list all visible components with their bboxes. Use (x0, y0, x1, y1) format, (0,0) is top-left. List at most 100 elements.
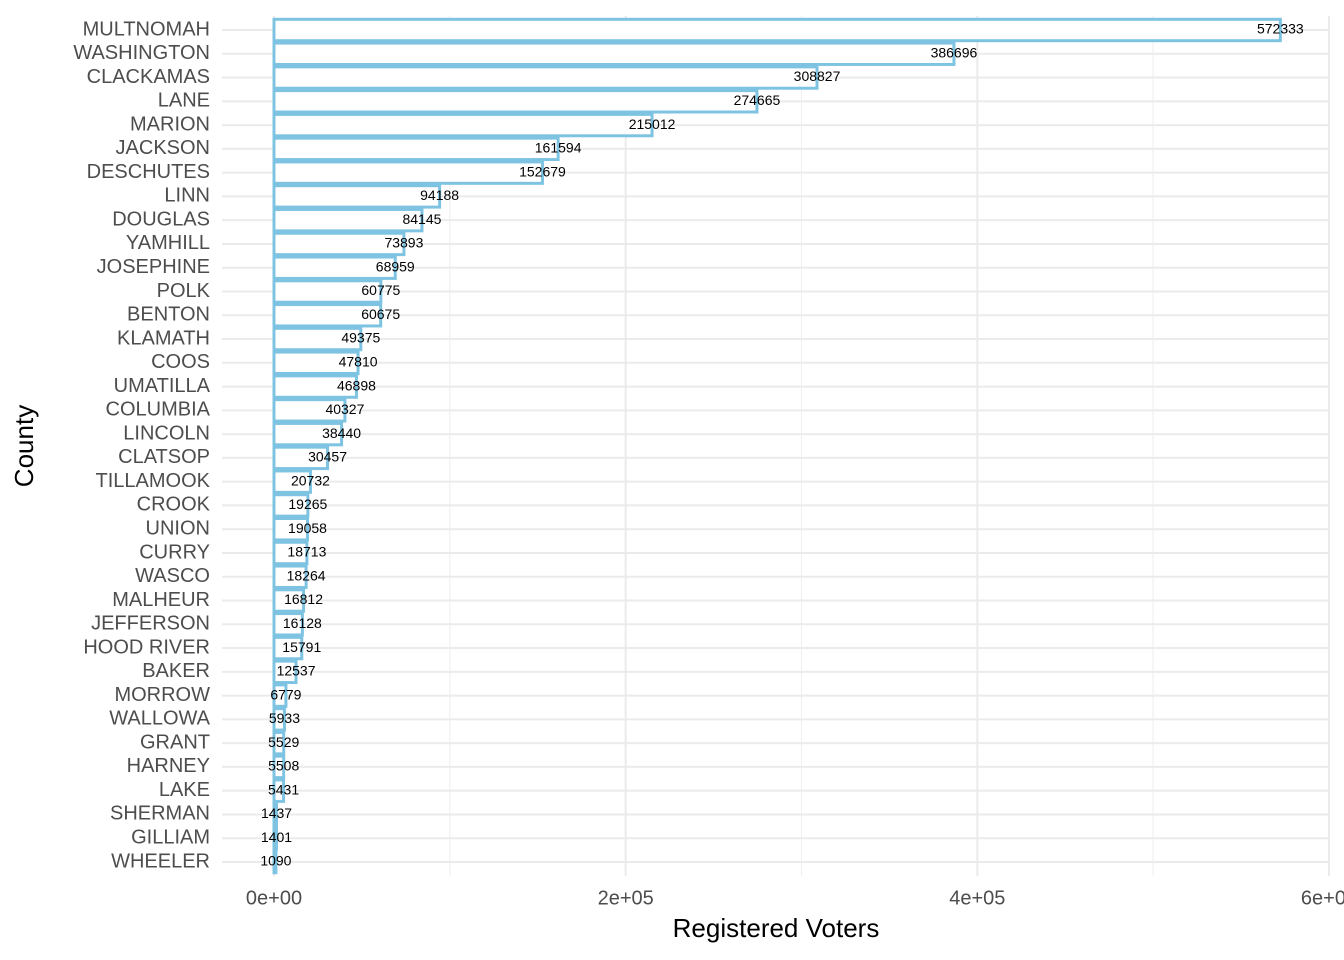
value-label: 60675 (361, 306, 400, 322)
value-label: 46898 (337, 377, 376, 393)
x-tick-label: 4e+05 (949, 887, 1005, 909)
value-label: 161594 (535, 140, 582, 156)
value-label: 1401 (261, 829, 292, 845)
value-label: 6779 (270, 686, 301, 702)
value-label: 308827 (794, 68, 841, 84)
bar (272, 517, 310, 542)
bar (272, 659, 298, 685)
y-tick-label: UMATILLA (114, 375, 211, 397)
value-label: 16128 (283, 615, 322, 631)
y-tick-label: DESCHUTES (87, 161, 210, 183)
value-label: 152679 (519, 163, 566, 179)
x-tick-label: 0e+00 (246, 887, 302, 909)
y-tick-label: COLUMBIA (106, 399, 211, 421)
bar (272, 588, 306, 613)
bar (272, 754, 286, 780)
value-label: 16812 (284, 591, 323, 607)
bar (272, 564, 308, 589)
y-tick-label: BENTON (127, 304, 210, 326)
bar (272, 398, 347, 423)
bar (272, 303, 383, 328)
bar (272, 540, 309, 566)
y-tick-label: LAKE (159, 779, 210, 801)
bar (272, 374, 358, 399)
y-tick-label: MULTNOMAH (83, 18, 210, 40)
y-tick-label: MARION (130, 113, 210, 135)
y-tick-label: TILLAMOOK (96, 470, 211, 492)
value-label: 5431 (268, 781, 299, 797)
bar (272, 89, 759, 114)
bar (272, 279, 383, 304)
y-tick-label: YAMHILL (126, 232, 210, 254)
bar (272, 493, 310, 518)
bar (272, 184, 442, 209)
value-label: 5508 (268, 758, 299, 774)
y-tick-label: HOOD RIVER (83, 636, 210, 658)
value-label: 47810 (339, 354, 378, 370)
y-tick-label: COOS (151, 351, 210, 373)
value-label: 30457 (308, 449, 347, 465)
value-label: 15791 (282, 639, 321, 655)
bar (272, 778, 286, 803)
value-label: 386696 (931, 44, 978, 60)
value-label: 19265 (288, 496, 327, 512)
value-label: 1090 (260, 853, 291, 869)
y-tick-label: DOUGLAS (112, 208, 210, 230)
bar (272, 350, 360, 375)
y-axis-title: County (9, 405, 39, 487)
y-tick-label: POLK (157, 280, 211, 302)
y-tick-label: CLACKAMAS (87, 66, 210, 88)
bar (272, 160, 544, 185)
y-tick-label: WALLOWA (109, 708, 210, 730)
y-tick-label: WHEELER (111, 850, 210, 872)
value-label: 18713 (287, 544, 326, 560)
y-tick-label: WASCO (135, 565, 210, 587)
y-tick-label: CURRY (139, 541, 210, 563)
y-tick-label: CLATSOP (118, 446, 210, 468)
bar (272, 802, 279, 827)
bar (272, 826, 278, 851)
y-tick-label: JACKSON (116, 137, 210, 159)
value-label: 274665 (734, 92, 781, 108)
value-label: 215012 (629, 116, 676, 132)
value-label: 18264 (287, 567, 326, 583)
value-label: 68959 (376, 258, 415, 274)
value-label: 572333 (1257, 21, 1304, 37)
value-label: 5529 (268, 734, 299, 750)
bar (272, 445, 330, 471)
x-tick-label: 2e+05 (598, 887, 654, 909)
value-label: 94188 (420, 187, 459, 203)
bar (272, 635, 304, 661)
value-label: 1437 (261, 805, 292, 821)
y-tick-label: JEFFERSON (91, 613, 210, 635)
y-tick-label: KLAMATH (117, 327, 210, 349)
bar (272, 41, 956, 66)
bar (272, 469, 312, 494)
value-label: 49375 (341, 330, 380, 346)
y-tick-label: MALHEUR (112, 589, 210, 611)
y-tick-label: HARNEY (127, 755, 210, 777)
bar (272, 612, 304, 637)
y-tick-label: BAKER (142, 660, 210, 682)
y-tick-label: JOSEPHINE (97, 256, 210, 278)
value-label: 60775 (361, 282, 400, 298)
bar (272, 17, 1282, 43)
x-axis-title: Registered Voters (673, 913, 880, 943)
y-tick-label: LANE (158, 90, 210, 112)
bar (272, 421, 344, 447)
bar (272, 136, 560, 162)
value-label: 19058 (288, 520, 327, 536)
value-label: 12537 (277, 663, 316, 679)
y-tick-label: UNION (146, 517, 210, 539)
value-label: 38440 (322, 425, 361, 441)
value-label: 5933 (269, 710, 300, 726)
bar (272, 730, 286, 756)
x-tick-label: 6e+05 (1301, 887, 1344, 909)
bar (272, 207, 424, 233)
y-tick-label: WASHINGTON (73, 42, 210, 64)
value-label: 40327 (325, 401, 364, 417)
y-tick-label: CROOK (137, 494, 211, 516)
value-label: 20732 (291, 472, 330, 488)
bar (272, 231, 406, 257)
